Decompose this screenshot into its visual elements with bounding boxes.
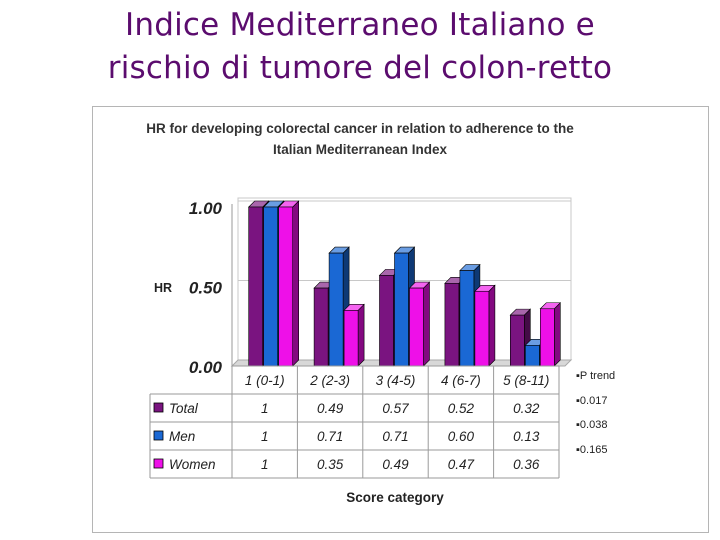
legend-label-women: Women [169,457,216,472]
bar-total-4 [509,314,525,367]
p-trend-women-value: 0.165 [579,444,608,456]
y-axis-label: HR [154,281,172,295]
table-cell-total-0: 1 [261,401,269,416]
bar-women-1 [343,310,359,367]
x-category-label-2: 3 (4-5) [376,373,416,388]
y-tick-label-2: 1.00 [189,199,223,218]
table-cell-men-0: 1 [261,429,269,444]
x-category-label-1: 2 (2-3) [309,373,350,388]
x-category-label-3: 4 (6-7) [441,373,481,388]
bar-men-2 [394,252,409,367]
bar-side-women-3 [488,284,496,367]
p-trend-header: ▪P trend [576,370,616,382]
bar-side-women-2 [423,281,430,367]
bar-women-2 [409,287,424,367]
bar-side-women-4 [553,302,561,367]
slide-title: Indice Mediterraneo Italiano e rischio d… [0,4,720,90]
slide-title-line-1: Indice Mediterraneo Italiano e [125,7,595,43]
table-cell-total-1: 0.49 [317,401,344,416]
bar-men-1 [328,252,344,367]
p-trend-total-value: 0.017 [579,395,608,407]
bar-total-1 [313,287,329,367]
p-trend-total: ▪0.017 [576,395,608,407]
p-trend-men: ▪0.038 [576,419,608,431]
table-cell-total-3: 0.52 [448,401,475,416]
x-axis-label: Score category [346,490,444,505]
y-tick-label-1: 0.50 [189,279,223,298]
bar-men-3 [459,270,475,367]
table-cell-women-4: 0.36 [513,457,540,472]
legend-swatch-men [153,430,164,441]
bar-women-0 [278,206,294,367]
p-trend-men-value: 0.038 [579,419,608,431]
legend-swatch-women [153,458,164,469]
chart-title-line-2: Italian Mediterranean Index [273,142,448,157]
p-trend-header-label: P trend [579,370,616,382]
bar-total-2 [379,275,394,367]
table-cell-men-1: 0.71 [317,429,343,444]
bar-men-0 [263,206,279,367]
table-cell-women-0: 1 [261,457,269,472]
table-cell-men-2: 0.71 [382,429,408,444]
y-tick-label-0: 0.00 [189,358,223,377]
table-cell-men-3: 0.60 [448,429,475,444]
x-category-label-0: 1 (0-1) [245,373,285,388]
legend-swatch-total [153,402,164,413]
table-cell-total-2: 0.57 [382,401,409,416]
bar-total-0 [248,206,263,367]
table-cell-women-1: 0.35 [317,457,344,472]
bar-total-3 [444,283,460,367]
legend-label-total: Total [169,401,199,416]
x-category-label-4: 5 (8-11) [503,373,549,388]
p-trend-women: ▪0.165 [576,444,608,456]
chart-title-line-1: HR for developing colorectal cancer in r… [146,121,574,136]
bar-side-women-1 [357,303,365,367]
table-cell-men-4: 0.13 [513,429,540,444]
bar-men-4 [524,345,540,367]
legend-label-men: Men [169,429,195,444]
table-cell-women-3: 0.47 [448,457,475,472]
bar-women-4 [539,308,555,367]
bar-women-3 [474,290,490,367]
table-cell-women-2: 0.49 [382,457,409,472]
slide-title-line-2: rischio di tumore del colon-retto [107,50,613,86]
bar-side-women-0 [292,200,300,367]
table-cell-total-4: 0.32 [513,401,540,416]
